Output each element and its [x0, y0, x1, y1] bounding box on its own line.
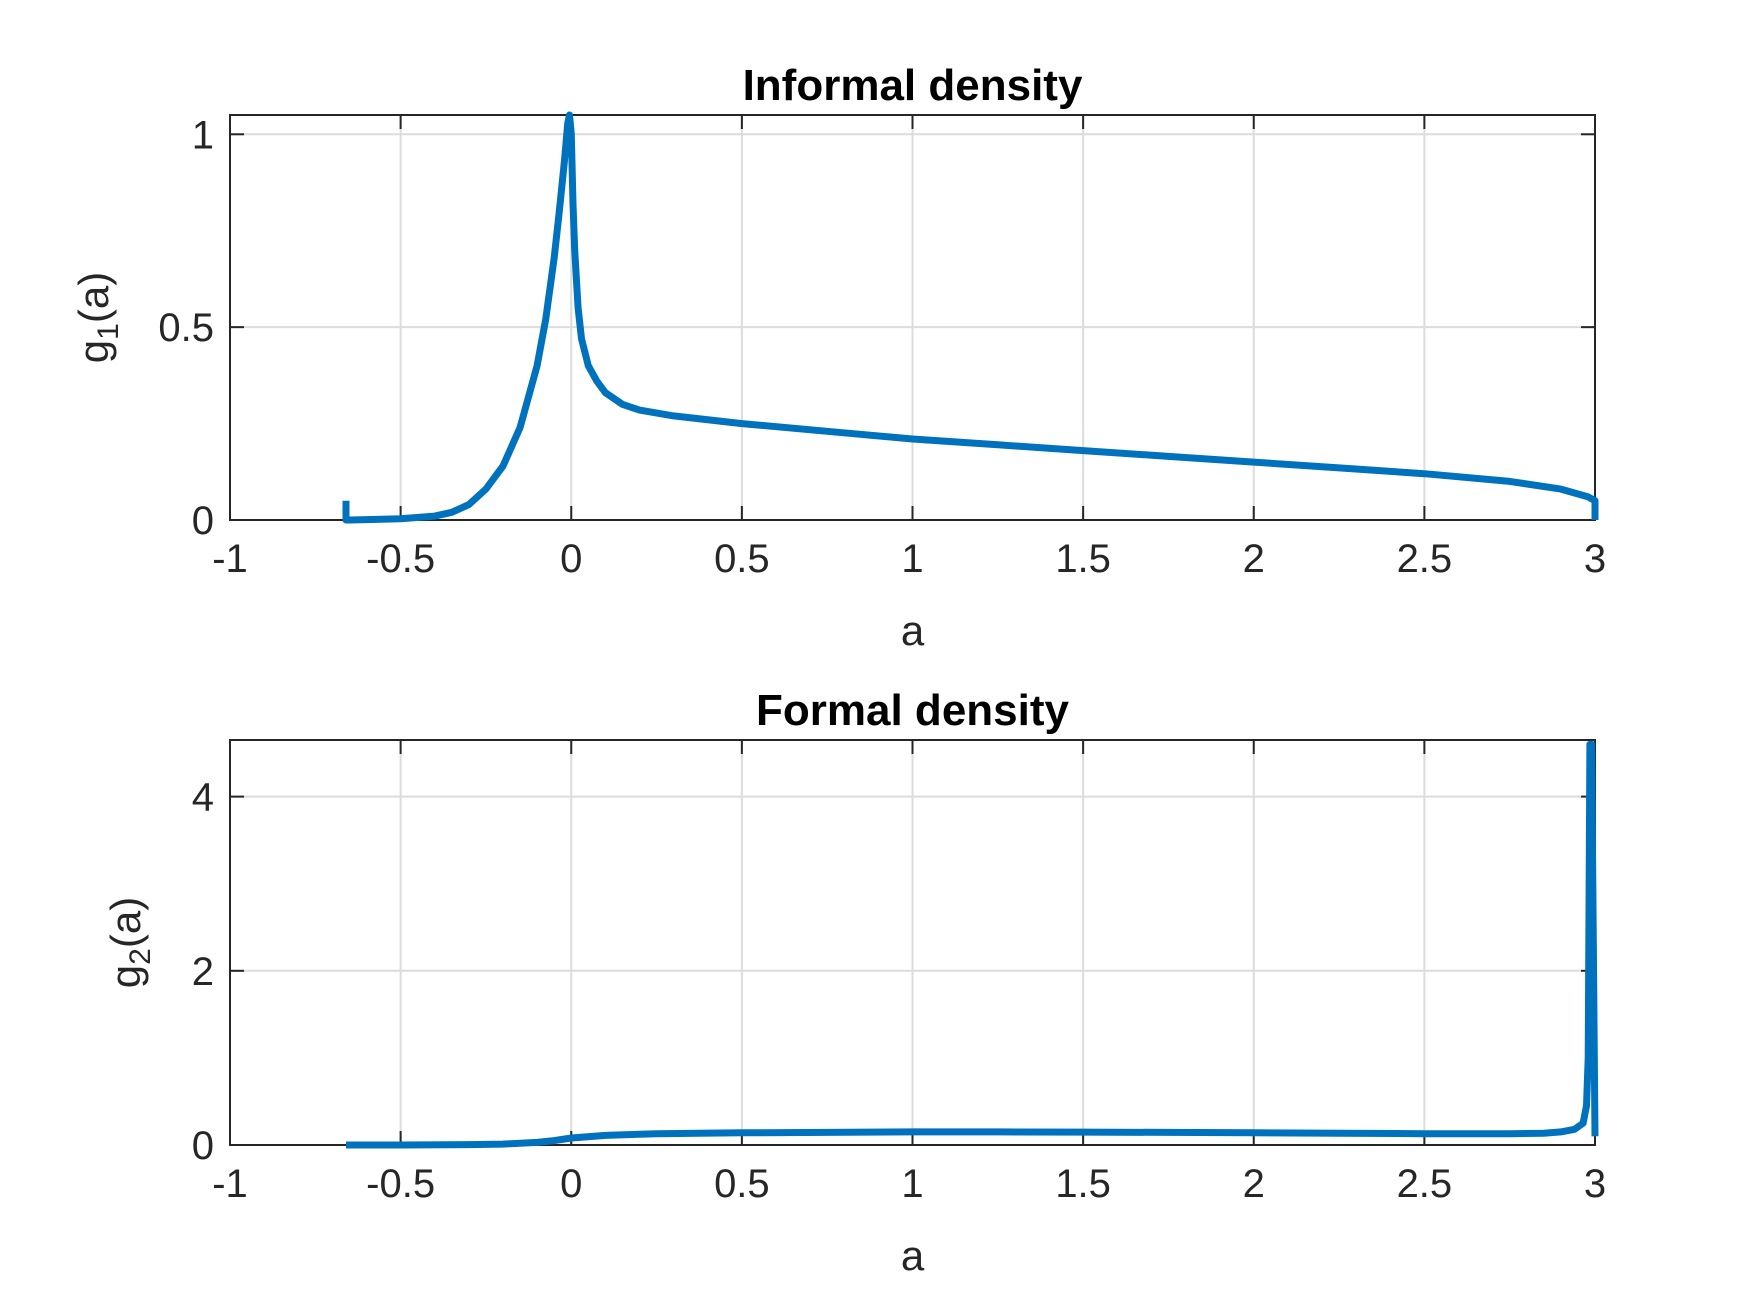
- x-tick-label: 2: [1243, 1162, 1265, 1206]
- x-tick-label: 2.5: [1397, 537, 1453, 581]
- y-tick-label: 4: [192, 776, 214, 820]
- x-tick-labels: -1 -0.5 0 0.5 1 1.5 2 2.5 3: [212, 537, 1606, 581]
- y-axis-label-argument: (a): [70, 272, 117, 323]
- x-tick-label: 0: [560, 537, 582, 581]
- x-tick-label: 1.5: [1055, 537, 1111, 581]
- y-tick-label: 2: [192, 950, 214, 994]
- y-axis-label-base: g: [70, 340, 117, 363]
- series-line: [342, 111, 1599, 524]
- y-tick-label: 1: [192, 113, 214, 157]
- x-tick-label: 3: [1584, 537, 1606, 581]
- chart-title: Formal density: [756, 686, 1069, 735]
- series-line: [346, 740, 1599, 1149]
- y-axis-label-base: g: [102, 965, 149, 988]
- y-axis-label-subscript: 1: [92, 323, 125, 340]
- x-tick-label: -0.5: [366, 537, 435, 581]
- y-axis-label-argument: (a): [102, 897, 149, 948]
- chart-title: Informal density: [743, 61, 1083, 110]
- x-tick-label: 1: [901, 1162, 923, 1206]
- informal-density-subplot: -1 -0.5 0 0.5 1 1.5 2 2.5 3 00.51 Informal densi…: [70, 61, 1606, 654]
- y-tick-label: 0: [192, 499, 214, 543]
- x-tick-label: 2.5: [1397, 1162, 1453, 1206]
- x-tick-label: -1: [212, 537, 248, 581]
- y-axis-label-subscript: 2: [124, 948, 157, 965]
- y-axis-label: g1(a): [70, 272, 125, 363]
- x-tick-label: 0.5: [714, 537, 770, 581]
- series-layer: [342, 111, 1599, 524]
- x-tick-label: -1: [212, 1162, 248, 1206]
- x-axis-label: a: [901, 607, 925, 654]
- y-tick-labels: 00.51: [158, 113, 214, 543]
- x-tick-label: 2: [1243, 537, 1265, 581]
- x-tick-label: 0: [560, 1162, 582, 1206]
- y-tick-labels: 0 2 4: [192, 776, 214, 1168]
- formal-density-subplot: -1 -0.5 0 0.5 1 1.5 2 2.5 3 0 2 4 Formal density a…: [102, 686, 1606, 1279]
- x-axis-label: a: [901, 1232, 925, 1279]
- y-tick-label: 0: [192, 1124, 214, 1168]
- y-axis-label: g2(a): [102, 897, 157, 988]
- grid-lines: [230, 740, 1595, 1145]
- y-tick-label: 0.5: [158, 306, 214, 350]
- x-tick-label: 3: [1584, 1162, 1606, 1206]
- x-tick-label: 1: [901, 537, 923, 581]
- x-tick-label: 0.5: [714, 1162, 770, 1206]
- x-tick-label: 1.5: [1055, 1162, 1111, 1206]
- x-tick-label: -0.5: [366, 1162, 435, 1206]
- series-layer: [346, 740, 1599, 1149]
- x-tick-labels: -1 -0.5 0 0.5 1 1.5 2 2.5 3: [212, 1162, 1606, 1206]
